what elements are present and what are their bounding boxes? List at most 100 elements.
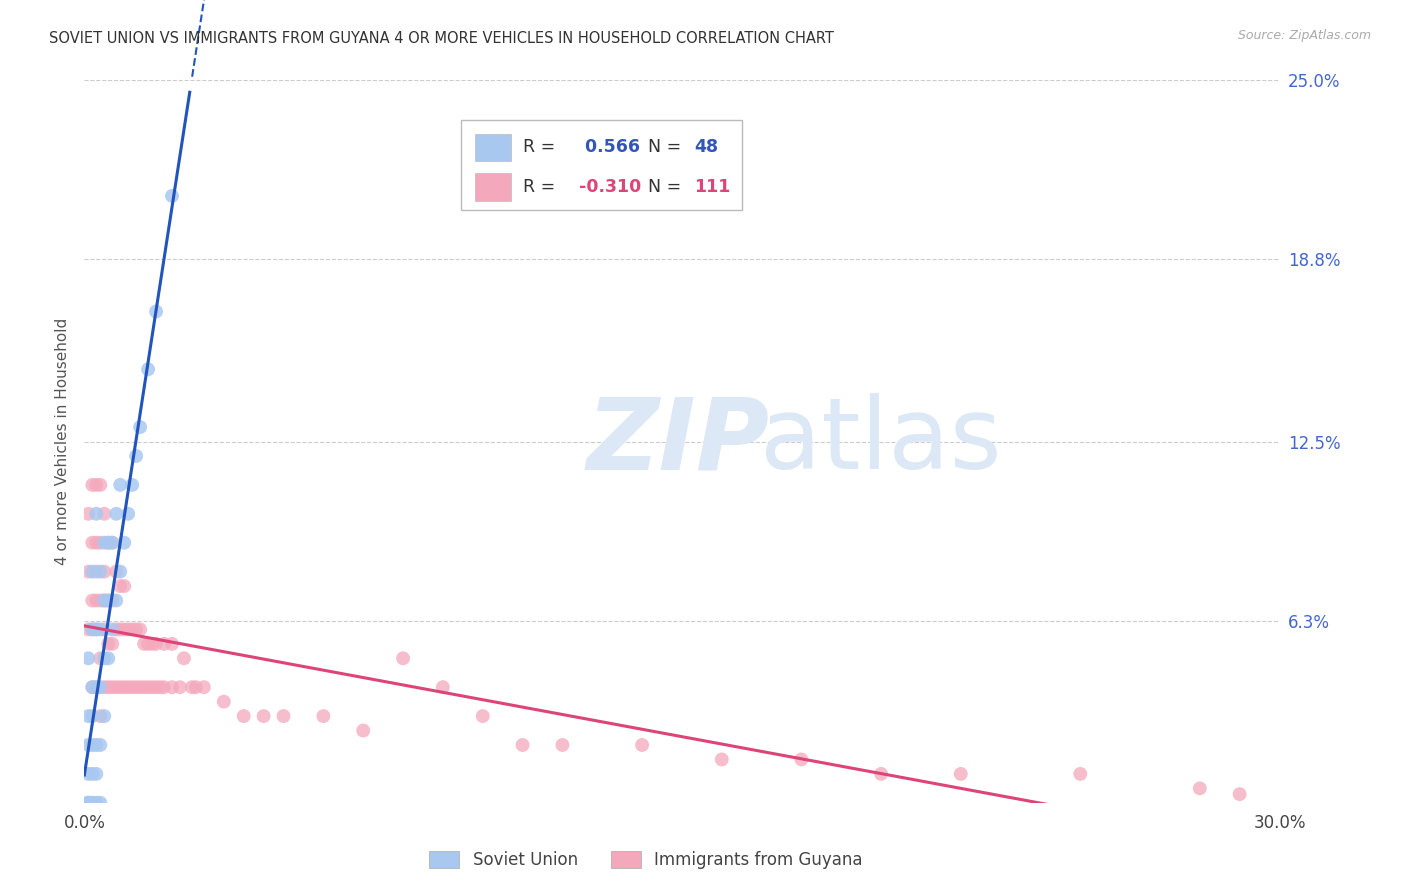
Point: [89, 565, 111, 579]
Text: -0.310: -0.310: [579, 178, 641, 196]
Point: [121, 680, 143, 694]
Point: [136, 680, 159, 694]
Point: [89, 680, 111, 694]
Point: [82, 738, 104, 752]
Point: [89, 796, 111, 810]
Point: [169, 680, 191, 694]
Point: [89, 535, 111, 549]
Point: [141, 680, 163, 694]
Point: [273, 709, 295, 723]
Point: [89, 738, 111, 752]
Point: [631, 738, 654, 752]
Text: ZIP: ZIP: [586, 393, 769, 490]
Point: [89, 478, 111, 492]
Point: [173, 651, 195, 665]
Point: [93, 507, 115, 521]
Point: [141, 637, 163, 651]
Point: [132, 680, 156, 694]
Point: [110, 680, 132, 694]
Point: [77, 565, 100, 579]
Point: [153, 680, 176, 694]
Point: [105, 565, 128, 579]
Point: [193, 680, 215, 694]
Point: [153, 637, 176, 651]
Point: [86, 478, 108, 492]
Point: [82, 796, 104, 810]
Point: [77, 709, 100, 723]
Point: [101, 535, 124, 549]
Point: [77, 796, 100, 810]
Point: [89, 623, 111, 637]
Point: [82, 478, 104, 492]
Point: [949, 767, 972, 781]
Point: [97, 637, 120, 651]
Point: [160, 637, 183, 651]
Point: [89, 593, 111, 607]
Point: [110, 623, 132, 637]
Point: [136, 637, 159, 651]
Point: [117, 680, 139, 694]
Point: [184, 680, 207, 694]
Point: [129, 623, 152, 637]
Point: [77, 767, 100, 781]
FancyBboxPatch shape: [475, 134, 510, 161]
Point: [82, 535, 104, 549]
Text: N =: N =: [648, 178, 688, 196]
Point: [145, 680, 167, 694]
Point: [89, 651, 111, 665]
Point: [77, 738, 100, 752]
Point: [97, 535, 120, 549]
Point: [112, 623, 135, 637]
Point: [101, 535, 124, 549]
Point: [97, 593, 120, 607]
Point: [93, 565, 115, 579]
Point: [145, 304, 167, 318]
Point: [129, 680, 152, 694]
Point: [105, 593, 128, 607]
Point: [112, 680, 135, 694]
Point: [352, 723, 374, 738]
Point: [253, 709, 276, 723]
Point: [82, 623, 104, 637]
Point: [710, 752, 733, 766]
Text: 0.566: 0.566: [579, 138, 640, 156]
Point: [93, 623, 115, 637]
Text: atlas: atlas: [759, 393, 1001, 490]
Text: R =: R =: [523, 138, 561, 156]
Point: [86, 738, 108, 752]
Point: [132, 637, 156, 651]
Point: [125, 623, 148, 637]
Point: [93, 651, 115, 665]
Point: [82, 680, 104, 694]
Text: SOVIET UNION VS IMMIGRANTS FROM GUYANA 4 OR MORE VEHICLES IN HOUSEHOLD CORRELATI: SOVIET UNION VS IMMIGRANTS FROM GUYANA 4…: [49, 31, 834, 46]
Point: [86, 680, 108, 694]
Point: [89, 709, 111, 723]
Point: [105, 623, 128, 637]
Point: [110, 478, 132, 492]
Point: [86, 796, 108, 810]
Point: [551, 738, 574, 752]
Point: [432, 680, 454, 694]
Point: [97, 651, 120, 665]
Point: [93, 593, 115, 607]
Point: [112, 579, 135, 593]
Point: [392, 651, 415, 665]
Point: [93, 709, 115, 723]
Point: [117, 507, 139, 521]
Point: [1229, 787, 1251, 801]
Point: [105, 680, 128, 694]
Point: [790, 752, 813, 766]
Text: 48: 48: [695, 138, 718, 156]
Text: R =: R =: [523, 178, 561, 196]
Point: [97, 593, 120, 607]
Point: [86, 680, 108, 694]
Point: [160, 189, 183, 203]
Point: [77, 651, 100, 665]
Y-axis label: 4 or more Vehicles in Household: 4 or more Vehicles in Household: [55, 318, 70, 566]
Point: [1069, 767, 1091, 781]
Point: [232, 709, 254, 723]
Point: [110, 565, 132, 579]
Point: [97, 535, 120, 549]
Point: [82, 709, 104, 723]
Point: [512, 738, 534, 752]
